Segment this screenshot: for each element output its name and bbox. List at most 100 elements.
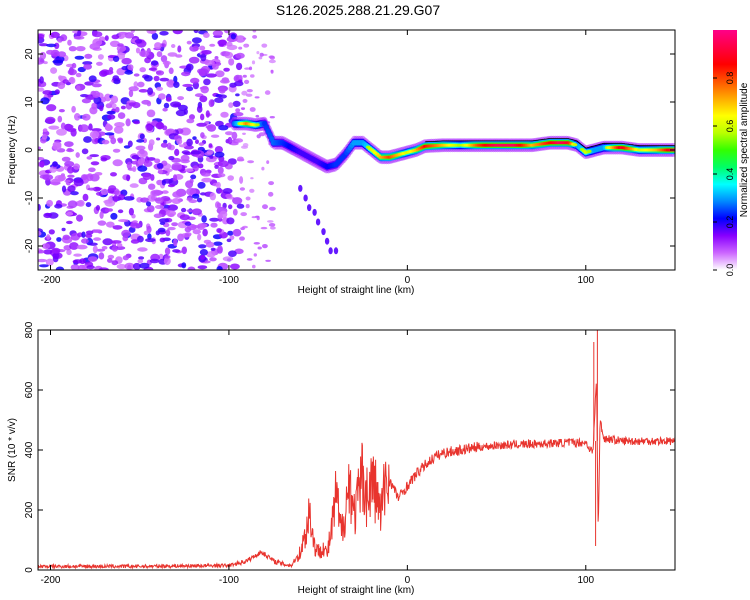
noise-blob	[118, 194, 126, 201]
noise-blob	[268, 59, 276, 64]
noise-blob	[66, 148, 75, 153]
noise-blob	[113, 125, 124, 134]
colorbar-tick-label: 0.6	[725, 120, 735, 133]
noise-blob	[206, 150, 214, 155]
noise-blob	[66, 249, 72, 256]
noise-blob	[158, 93, 166, 100]
noise-blob	[61, 185, 67, 193]
noise-blob	[131, 154, 140, 160]
noise-blob	[175, 54, 183, 58]
noise-blob	[104, 132, 115, 136]
noise-blob	[117, 243, 123, 248]
noise-blob	[233, 112, 244, 117]
noise-blob	[117, 209, 124, 214]
noise-blob	[86, 156, 93, 160]
noise-blob	[71, 62, 77, 69]
noise-blob	[38, 87, 45, 92]
noise-blob	[135, 145, 146, 151]
noise-blob	[160, 142, 168, 148]
noise-blob	[215, 70, 225, 78]
noise-blob	[106, 110, 116, 115]
noise-blob	[192, 136, 197, 141]
noise-blob	[156, 137, 161, 141]
noise-blob	[57, 115, 63, 123]
branch-blob	[307, 204, 312, 212]
noise-blob	[188, 56, 200, 64]
noise-blob	[224, 30, 231, 34]
noise-blob	[175, 109, 187, 117]
noise-blob	[190, 150, 202, 155]
noise-blob	[76, 85, 81, 91]
noise-blob	[199, 95, 208, 103]
noise-blob	[117, 52, 126, 60]
colorbar-tick-label: 0.8	[725, 72, 735, 85]
noise-blob	[216, 202, 222, 208]
noise-blob	[111, 34, 120, 40]
noise-blob	[191, 225, 201, 229]
colorbar-tick-label: 0.0	[725, 264, 735, 277]
noise-blob	[217, 245, 223, 253]
noise-blob	[67, 39, 72, 46]
noise-blob	[108, 185, 117, 192]
noise-blob	[167, 184, 175, 188]
noise-blob	[116, 263, 127, 270]
noise-blob	[243, 44, 248, 48]
spectrogram-x-label: Height of straight line (km)	[298, 285, 415, 296]
noise-blob	[173, 81, 180, 88]
noise-blob	[219, 79, 230, 84]
y-tick-label: 0	[24, 147, 35, 153]
noise-blob	[200, 85, 209, 94]
noise-blob	[248, 66, 253, 71]
noise-blob	[127, 64, 134, 71]
noise-blob	[246, 89, 253, 93]
noise-blob	[217, 166, 224, 175]
noise-blob	[210, 134, 220, 138]
noise-blob	[202, 228, 208, 237]
noise-blob	[74, 55, 85, 60]
noise-blob	[117, 112, 126, 119]
noise-blob	[246, 258, 253, 261]
noise-blob	[168, 67, 174, 75]
noise-blob	[229, 263, 240, 270]
noise-blob	[267, 220, 274, 223]
noise-blob	[196, 122, 208, 127]
noise-blob	[96, 248, 106, 252]
spectrogram-x-ticks: -200 -100 0 100	[40, 30, 595, 286]
noise-blob	[110, 172, 117, 177]
noise-blob	[249, 188, 255, 193]
noise-blob	[181, 207, 187, 213]
noise-blob	[198, 244, 207, 249]
ridge-core	[572, 143, 578, 147]
noise-blob	[167, 204, 178, 211]
noise-blob	[68, 46, 77, 52]
noise-blob	[96, 61, 103, 66]
noise-blob	[238, 79, 243, 83]
noise-blob	[93, 229, 103, 234]
noise-blob	[66, 220, 73, 225]
noise-blob	[114, 122, 125, 128]
noise-blob	[215, 181, 221, 189]
snr-x-ticks: -200 -100 0 100	[40, 330, 595, 586]
noise-blob	[38, 57, 45, 65]
noise-blob	[165, 97, 172, 102]
noise-blob	[218, 189, 224, 193]
noise-blob	[148, 139, 155, 146]
noise-blob	[209, 155, 214, 159]
noise-blob	[124, 262, 135, 270]
noise-blob	[128, 207, 134, 216]
noise-blob	[163, 139, 168, 144]
noise-blob	[64, 124, 74, 130]
noise-blob	[77, 199, 85, 207]
noise-blob	[132, 166, 137, 172]
noise-blob	[204, 60, 215, 66]
noise-blob	[46, 199, 53, 207]
noise-blob	[197, 233, 202, 241]
noise-blob	[67, 174, 75, 178]
noise-blob	[64, 179, 71, 183]
y-tick-label: 800	[24, 321, 35, 338]
noise-blob	[126, 174, 131, 182]
noise-blob	[220, 111, 229, 118]
noise-blob	[180, 233, 191, 238]
noise-blob	[226, 41, 233, 47]
